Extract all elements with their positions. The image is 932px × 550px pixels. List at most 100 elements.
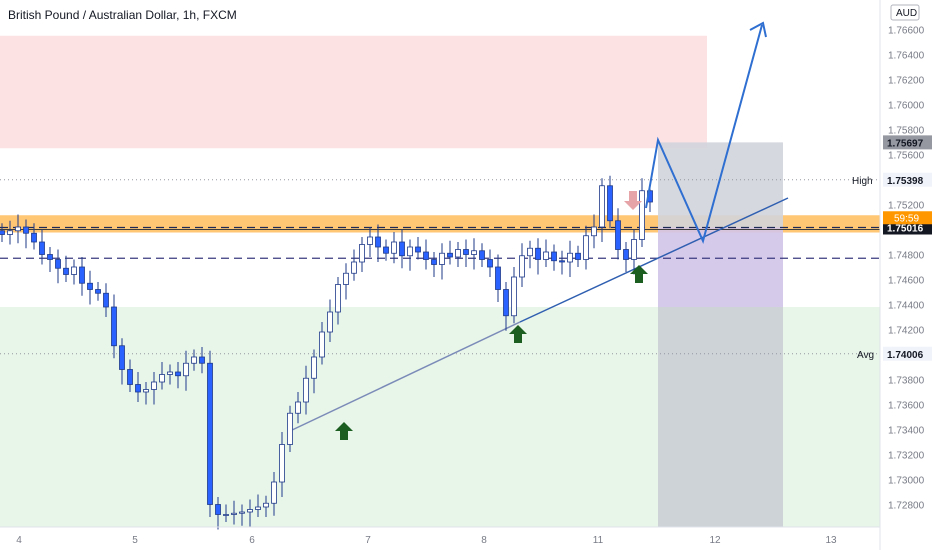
candle-body xyxy=(39,241,45,255)
currency-badge[interactable] xyxy=(890,4,920,21)
price-tick-label: 1.76600 xyxy=(888,26,925,37)
candle-body xyxy=(359,244,365,263)
candle-body xyxy=(287,412,293,445)
candle-body xyxy=(319,331,325,358)
high-price-label-bg xyxy=(883,172,932,187)
time-tick-label: 11 xyxy=(593,535,604,546)
price-tick-label: 1.73800 xyxy=(888,376,925,387)
candle-body xyxy=(7,230,13,235)
time-tick-label: 5 xyxy=(132,535,138,546)
target-price-label-bg xyxy=(883,135,932,150)
candle-body xyxy=(231,512,237,515)
candle-body xyxy=(71,266,77,275)
candle-body xyxy=(127,369,133,385)
avg-tag-label: Avg xyxy=(857,350,874,361)
candle-body xyxy=(399,241,405,257)
candle-body xyxy=(543,251,549,260)
candle-body xyxy=(551,251,557,262)
candle-body xyxy=(215,504,221,515)
target-box-lower xyxy=(658,307,783,527)
candle-body xyxy=(15,226,21,232)
candle-body xyxy=(239,511,245,514)
candle-body xyxy=(79,266,85,284)
candle-body xyxy=(511,276,517,317)
candle-body xyxy=(23,226,29,234)
candle-body xyxy=(415,246,421,253)
price-tick-label: 1.74800 xyxy=(888,251,925,262)
candle-body xyxy=(279,444,285,483)
time-tick-label: 8 xyxy=(481,535,487,546)
candle-body xyxy=(559,260,565,263)
current-price-label: 1.75016 xyxy=(887,224,924,235)
high-tag-label: High xyxy=(852,176,873,187)
candle-body xyxy=(615,220,621,250)
candle-body xyxy=(247,509,253,513)
candle-body xyxy=(431,259,437,265)
price-tick-label: 1.73600 xyxy=(888,401,925,412)
candle-body xyxy=(607,185,613,222)
candle-body xyxy=(295,401,301,414)
candle-body xyxy=(495,266,501,290)
time-tick-label: 6 xyxy=(249,535,255,546)
candle-body xyxy=(343,272,349,285)
candle-body xyxy=(463,249,469,255)
candle-body xyxy=(351,261,357,274)
candle-body xyxy=(439,252,445,265)
avg-price-label: 1.74006 xyxy=(887,350,924,361)
candle-body xyxy=(423,251,429,260)
candle-body xyxy=(471,250,477,255)
candle-body xyxy=(175,371,181,377)
candle-body xyxy=(87,282,93,290)
candle-body xyxy=(55,259,61,269)
resistance-zone xyxy=(0,35,707,149)
candle-body xyxy=(335,284,341,313)
candle-body xyxy=(303,377,309,403)
orange-price-label: 59:59 xyxy=(894,213,919,224)
price-tick-label: 1.74600 xyxy=(888,276,925,287)
candle-body xyxy=(599,185,605,228)
candle-body xyxy=(103,292,109,308)
candle-body xyxy=(407,246,413,257)
price-tick-label: 1.76000 xyxy=(888,101,925,112)
candle-body xyxy=(575,252,581,260)
candle-body xyxy=(0,230,5,235)
candle-body xyxy=(639,190,645,240)
candle-body xyxy=(191,356,197,364)
candle-body xyxy=(383,246,389,254)
candle-body xyxy=(527,247,533,257)
trendline-upper xyxy=(519,197,789,323)
stop-box xyxy=(658,227,783,307)
candle-body xyxy=(159,374,165,383)
price-tick-label: 1.72800 xyxy=(888,501,925,512)
time-tick-label: 4 xyxy=(16,535,22,546)
candle-body xyxy=(367,236,373,245)
candle-body xyxy=(623,249,629,260)
candle-body xyxy=(95,289,101,294)
price-tick-label: 1.75600 xyxy=(888,151,925,162)
candle-body xyxy=(327,311,333,333)
candle-body xyxy=(583,235,589,260)
candle-body xyxy=(455,249,461,258)
candle-body xyxy=(31,232,37,243)
price-tick-label: 1.76200 xyxy=(888,76,925,87)
candle-body xyxy=(631,239,637,260)
price-tick-label: 1.73400 xyxy=(888,426,925,437)
price-tick-label: 1.75800 xyxy=(888,126,925,137)
candle-body xyxy=(223,514,229,516)
price-tick-label: 1.73200 xyxy=(888,451,925,462)
price-tick-label: 1.73000 xyxy=(888,476,925,487)
chart-title: British Pound / Australian Dollar, 1h, F… xyxy=(8,8,237,22)
candle-body xyxy=(143,389,149,393)
time-tick-label: 12 xyxy=(709,535,721,546)
candle-body xyxy=(311,356,317,379)
orange-price-box xyxy=(883,211,932,225)
time-tick-label: 13 xyxy=(825,535,837,546)
candle-body xyxy=(263,502,269,508)
candle-body xyxy=(111,306,117,347)
candle-body xyxy=(447,252,453,258)
avg-price-label-bg xyxy=(883,346,932,361)
projection-arrowhead xyxy=(749,21,767,38)
candle-body xyxy=(487,259,493,268)
